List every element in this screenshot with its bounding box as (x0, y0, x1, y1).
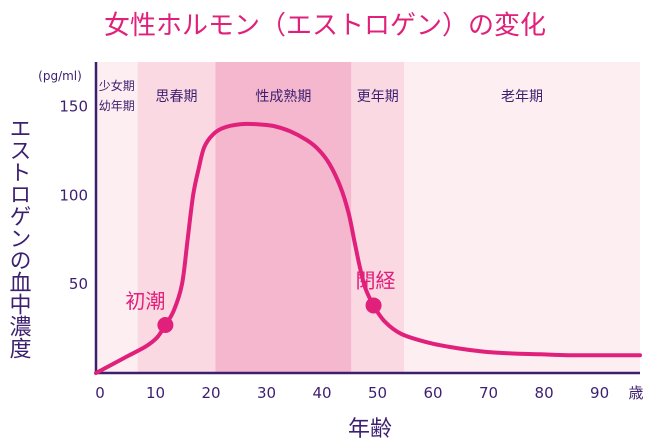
series-line-0 (94, 121, 642, 375)
annotation-label-1: 閉経 (356, 268, 396, 292)
x-unit-label: 歳 (628, 384, 643, 402)
stage-label-3-0: 更年期 (357, 89, 399, 105)
x-tick-60: 60 (424, 384, 443, 402)
y-axis-label: エストロゲンの血中濃度 (6, 117, 32, 359)
x-tick-labels: 0 10 20 30 40 50 60 70 80 90 (95, 384, 609, 402)
x-axis-label: 年齢 (348, 417, 392, 442)
x-tick-10: 10 (146, 384, 165, 402)
x-tick-20: 20 (201, 384, 220, 402)
y-tick-100: 100 (59, 186, 88, 204)
annotation-marker-0 (157, 317, 174, 334)
series-lines (94, 121, 642, 375)
stage-band-1 (137, 62, 216, 373)
stage-band-0 (96, 62, 138, 373)
annotation-label-0: 初潮 (125, 289, 165, 313)
annotation-marker-1 (365, 297, 382, 314)
x-tick-40: 40 (312, 384, 331, 402)
y-tick-50: 50 (69, 275, 88, 293)
annotations: 初潮 閉経 (125, 268, 396, 334)
x-tick-80: 80 (535, 384, 554, 402)
axes (94, 62, 640, 375)
stage-label-1-0: 思春期 (155, 89, 197, 105)
chart-title: 女性ホルモン（エストロゲン）の変化 (104, 11, 546, 41)
y-tick-150: 150 (59, 97, 88, 115)
stage-band-4 (404, 62, 640, 373)
stage-label-2-0: 性成熟期 (255, 89, 311, 105)
stage-bands (96, 62, 640, 373)
y-tick-labels: 50 100 150 (59, 97, 88, 293)
x-tick-70: 70 (479, 384, 498, 402)
x-tick-30: 30 (257, 384, 276, 402)
y-unit-label: (pg/ml) (38, 69, 82, 83)
x-tick-90: 90 (590, 384, 609, 402)
stage-label-0-1: 幼年期 (99, 99, 135, 113)
stage-label-0-0: 少女期 (99, 78, 135, 93)
stage-band-2 (215, 62, 352, 373)
x-tick-0: 0 (95, 384, 105, 402)
x-tick-50: 50 (368, 384, 387, 402)
stage-label-4-0: 老年期 (501, 89, 543, 105)
stage-band-3 (351, 62, 405, 373)
